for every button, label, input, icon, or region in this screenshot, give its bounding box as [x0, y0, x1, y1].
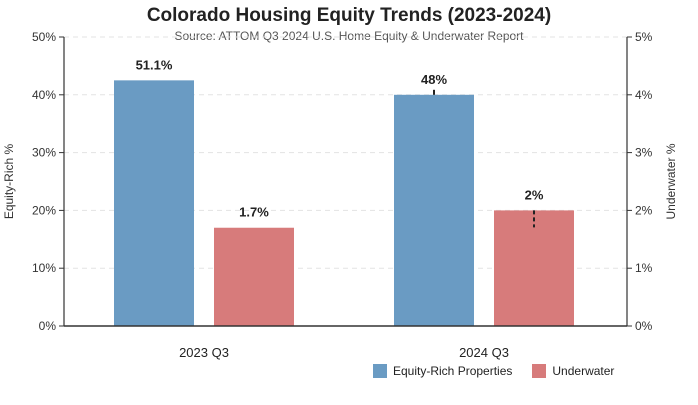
legend-label-equity-rich: Equity-Rich Properties — [393, 364, 513, 378]
chart-title: Colorado Housing Equity Trends (2023-202… — [146, 5, 552, 26]
bar-equity-rich-0 — [114, 80, 194, 326]
legend-item-equity-rich: Equity-Rich Properties — [373, 364, 512, 378]
bar-underwater-1 — [494, 210, 574, 326]
y-tick-label-left: 50% — [32, 30, 56, 44]
x-tick-label: 2024 Q3 — [459, 345, 509, 360]
bar-equity-rich-1 — [394, 94, 474, 326]
y-tick-label-right: 0% — [635, 319, 653, 333]
data-label: 48% — [421, 72, 447, 87]
x-tick-label: 2023 Q3 — [179, 345, 229, 360]
legend: Equity-Rich Properties Underwater — [373, 364, 634, 378]
y-tick-label-left: 0% — [39, 319, 57, 333]
y-tick-label-right: 5% — [635, 30, 653, 44]
y-tick-label-left: 30% — [32, 146, 56, 160]
y-tick-label-right: 2% — [635, 203, 653, 217]
y-tick-label-right: 4% — [635, 88, 653, 102]
y-tick-label-left: 10% — [32, 261, 56, 275]
y-tick-label-left: 40% — [32, 88, 56, 102]
bar-underwater-0 — [214, 227, 294, 326]
chart-subtitle: Source: ATTOM Q3 2024 U.S. Home Equity &… — [174, 29, 524, 43]
y-tick-label-right: 3% — [635, 146, 653, 160]
data-label: 2% — [525, 187, 544, 202]
legend-swatch-underwater — [532, 364, 547, 378]
data-label: 51.1% — [136, 57, 173, 72]
legend-label-underwater: Underwater — [552, 364, 615, 378]
data-label: 1.7% — [239, 205, 269, 220]
y-tick-label-right: 1% — [635, 261, 653, 275]
y-tick-label-left: 20% — [32, 203, 56, 217]
legend-swatch-equity-rich — [373, 364, 387, 378]
y-axis-label-right: Underwater % — [664, 143, 678, 219]
legend-item-underwater: Underwater — [532, 364, 614, 378]
y-axis-label-left: Equity-Rich % — [2, 143, 16, 219]
